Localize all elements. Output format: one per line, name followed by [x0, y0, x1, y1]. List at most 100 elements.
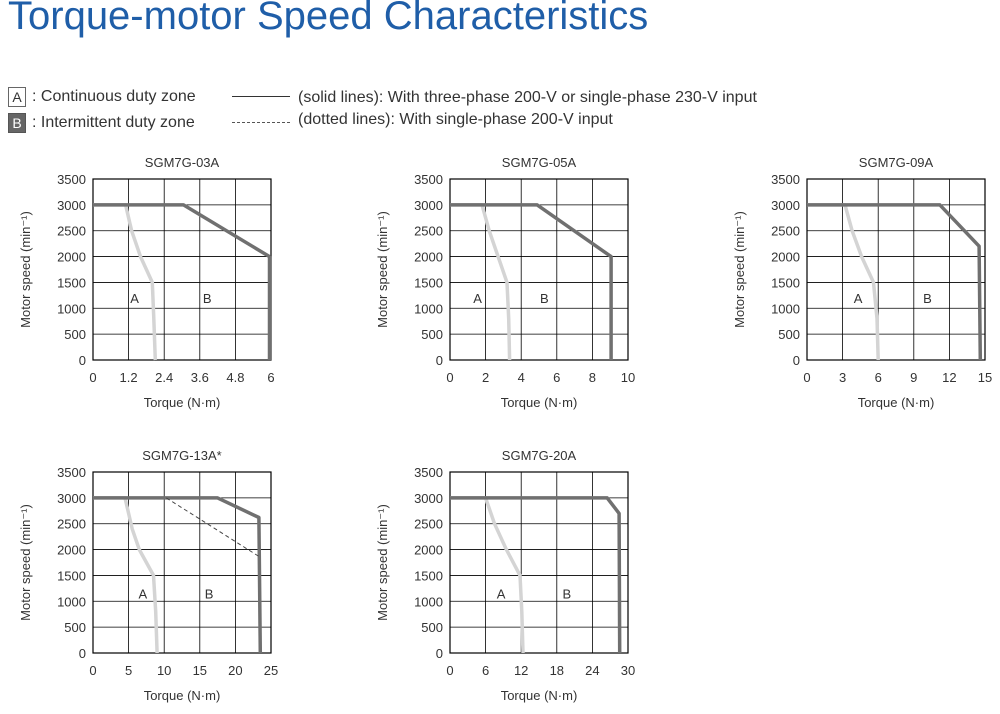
chart-1: A B 0 1.2 2.4 3.6 4.8 6 0 500 1000 1500 2000 2500 3000…: [18, 155, 275, 410]
zone-label-a: A: [497, 587, 506, 602]
chart-title: SGM7G-05A: [502, 155, 577, 170]
series-intermittent-solid: [93, 496, 263, 654]
zone-label-b: B: [923, 291, 932, 306]
x-axis-label: Torque (N·m): [858, 395, 935, 410]
y-tick-label: 3500: [414, 172, 443, 187]
zone-label-b: B: [563, 587, 572, 602]
y-tick-label: 3500: [57, 465, 86, 480]
legend-zone-b: B : Intermittent duty zone: [8, 113, 195, 133]
y-tick-label: 2500: [414, 224, 443, 239]
x-tick-label: 5: [125, 663, 132, 678]
x-tick-label: 12: [942, 370, 956, 385]
x-tick-label: 1.2: [120, 370, 138, 385]
series-intermittent-solid: [450, 203, 613, 360]
plot-frame: [92, 471, 272, 654]
y-tick-label: 1500: [57, 275, 86, 290]
y-tick-label: 2000: [771, 250, 800, 265]
x-tick-label: 9: [910, 370, 917, 385]
y-tick-label: 2000: [57, 250, 86, 265]
y-tick-label: 1000: [414, 594, 443, 609]
x-tick-label: 6: [482, 663, 489, 678]
x-tick-label: 15: [978, 370, 992, 385]
chart-title: SGM7G-03A: [145, 155, 220, 170]
chart-title: SGM7G-20A: [502, 448, 577, 463]
y-tick-label: 500: [64, 327, 86, 342]
y-tick-label: 1000: [57, 594, 86, 609]
x-tick-label: 10: [621, 370, 635, 385]
zone-a-label: : Continuous duty zone: [32, 88, 196, 106]
x-axis-label: Torque (N·m): [501, 688, 578, 703]
x-tick-label: 30: [621, 663, 635, 678]
y-tick-label: 1500: [57, 568, 86, 583]
x-tick-label: 18: [550, 663, 564, 678]
x-tick-label: 2.4: [155, 370, 173, 385]
solid-line-sample: [232, 96, 290, 97]
y-tick-label: 2500: [771, 224, 800, 239]
y-tick-label: 1000: [771, 301, 800, 316]
y-tick-label: 1500: [414, 275, 443, 290]
y-tick-label: 3000: [414, 491, 443, 506]
zone-label-b: B: [205, 587, 214, 602]
zone-b-badge: B: [8, 113, 26, 133]
legend-dotted-label: (dotted lines): With single-phase 200-V …: [298, 111, 613, 128]
x-tick-label: 4: [518, 370, 525, 385]
y-tick-label: 2000: [414, 250, 443, 265]
y-tick-label: 3500: [414, 465, 443, 480]
zone-label-b: B: [540, 291, 549, 306]
y-tick-label: 3000: [414, 198, 443, 213]
y-axis-label: Motor speed (min⁻¹): [18, 504, 33, 621]
x-tick-label: 6: [553, 370, 560, 385]
x-tick-label: 10: [157, 663, 171, 678]
plot-frame: [449, 471, 629, 654]
x-tick-label: 12: [514, 663, 528, 678]
x-tick-label: 0: [89, 370, 96, 385]
y-tick-label: 0: [79, 353, 86, 368]
legend-solid-label: (solid lines): With three-phase 200-V or…: [298, 89, 757, 106]
y-tick-label: 2000: [57, 543, 86, 558]
x-tick-label: 6: [267, 370, 274, 385]
x-tick-label: 24: [585, 663, 599, 678]
x-axis-label: Torque (N·m): [501, 395, 578, 410]
zone-a-badge: A: [8, 87, 26, 107]
y-axis-label: Motor speed (min⁻¹): [18, 211, 33, 328]
page-title: Torque-motor Speed Characteristics: [8, 0, 649, 38]
y-tick-label: 500: [421, 620, 443, 635]
y-tick-label: 500: [778, 327, 800, 342]
y-tick-label: 2500: [57, 224, 86, 239]
y-tick-label: 0: [436, 646, 443, 661]
y-tick-label: 3500: [57, 172, 86, 187]
x-tick-label: 0: [803, 370, 810, 385]
x-axis-label: Torque (N·m): [144, 688, 221, 703]
chart-title: SGM7G-09A: [859, 155, 934, 170]
chart-4: A B 0 5 10 15 20 25 0 500 1000 1500 2000 2500 3000 3500…: [18, 448, 278, 703]
x-tick-label: 3: [839, 370, 846, 385]
y-tick-label: 0: [436, 353, 443, 368]
x-tick-label: 4.8: [226, 370, 244, 385]
x-tick-label: 0: [89, 663, 96, 678]
y-tick-label: 1500: [771, 275, 800, 290]
chart-title: SGM7G-13A*: [142, 448, 221, 463]
x-tick-label: 20: [228, 663, 242, 678]
x-axis-label: Torque (N·m): [144, 395, 221, 410]
y-tick-label: 1000: [414, 301, 443, 316]
y-tick-label: 2000: [414, 543, 443, 558]
y-tick-label: 1000: [57, 301, 86, 316]
x-tick-label: 3.6: [191, 370, 209, 385]
x-tick-label: 0: [446, 663, 453, 678]
y-tick-label: 1500: [414, 568, 443, 583]
y-tick-label: 3000: [771, 198, 800, 213]
zone-b-label: : Intermittent duty zone: [32, 114, 195, 132]
series-intermittent-solid: [450, 496, 622, 654]
plot-frame: [449, 178, 629, 361]
y-tick-label: 2500: [414, 517, 443, 532]
y-axis-label: Motor speed (min⁻¹): [375, 504, 390, 621]
chart-2: A B 0 2 4 6 8 10 0 500 1000 1500 2000 2500 3000 3500 SGM…: [375, 155, 635, 410]
y-axis-label: Motor speed (min⁻¹): [375, 211, 390, 328]
x-tick-label: 25: [264, 663, 278, 678]
zone-label-a: A: [130, 291, 139, 306]
y-tick-label: 500: [64, 620, 86, 635]
zone-label-a: A: [854, 291, 863, 306]
chart-5: A B 0 6 12 18 24 30 0 500 1000 1500 2000 2500 3000 3500…: [375, 448, 635, 703]
y-tick-label: 2500: [57, 517, 86, 532]
